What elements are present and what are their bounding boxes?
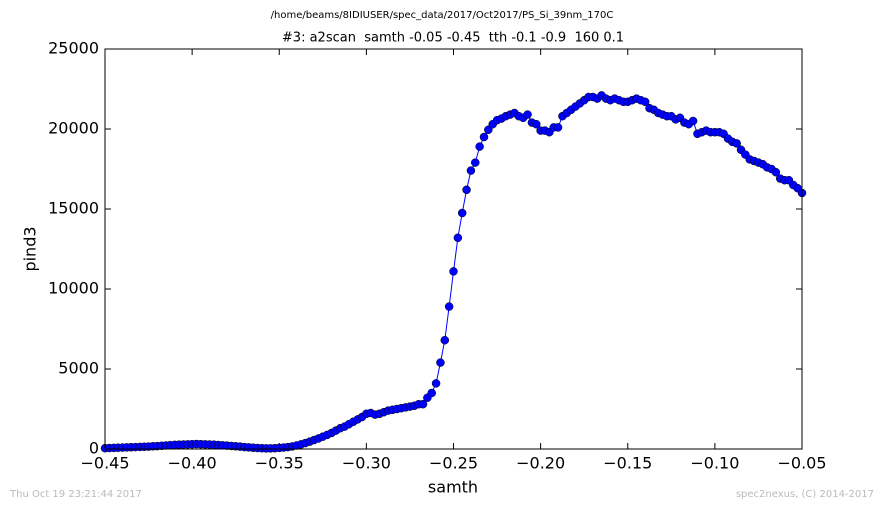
y-tick-label: 0 <box>89 439 99 458</box>
x-tick-label: −0.40 <box>168 454 217 473</box>
x-tick-label: −0.30 <box>342 454 391 473</box>
x-tick-label: −0.25 <box>429 454 478 473</box>
y-tick-label: 10000 <box>48 279 99 298</box>
x-tick-label: −0.20 <box>516 454 565 473</box>
x-tick-label: −0.10 <box>690 454 739 473</box>
x-tick-label: −0.05 <box>777 454 826 473</box>
footer-left: Thu Oct 19 23:21:44 2017 <box>9 489 142 500</box>
y-tick-label: 25000 <box>48 39 99 58</box>
data-point <box>771 167 781 177</box>
data-point <box>471 158 480 167</box>
y-axis-label: pind3 <box>21 226 40 271</box>
data-point <box>436 358 445 367</box>
x-axis-label: samth <box>428 478 478 497</box>
data-point <box>479 132 489 142</box>
plot-frame <box>104 48 803 450</box>
data-point <box>440 335 450 345</box>
data-point <box>523 110 532 119</box>
data-point <box>457 208 467 218</box>
data-point <box>444 302 454 311</box>
x-tick-label: −0.45 <box>80 454 129 473</box>
data-point <box>553 123 563 132</box>
y-tick-label: 15000 <box>48 199 99 218</box>
chart-subtitle: #3: a2scan samth -0.05 -0.45 tth -0.1 -0… <box>282 31 624 46</box>
footer-right: spec2nexus, (C) 2014-2017 <box>736 489 874 500</box>
data-point <box>431 379 441 388</box>
data-point <box>418 399 428 409</box>
x-tick-label: −0.35 <box>255 454 304 473</box>
data-point <box>732 139 741 148</box>
data-point <box>688 116 698 126</box>
data-point <box>449 267 458 276</box>
data-point <box>475 142 484 151</box>
data-point <box>484 125 493 135</box>
x-tick-label: −0.15 <box>603 454 652 473</box>
y-tick-label: 5000 <box>58 359 99 378</box>
data-point <box>640 97 650 107</box>
chart-title: /home/beams/8IDIUSER/spec_data/2017/Oct2… <box>271 10 614 21</box>
data-point <box>453 233 463 243</box>
data-point <box>466 166 476 175</box>
data-point <box>532 119 541 129</box>
data-point <box>427 388 436 398</box>
y-tick-label: 20000 <box>48 119 99 138</box>
data-point <box>462 185 471 195</box>
